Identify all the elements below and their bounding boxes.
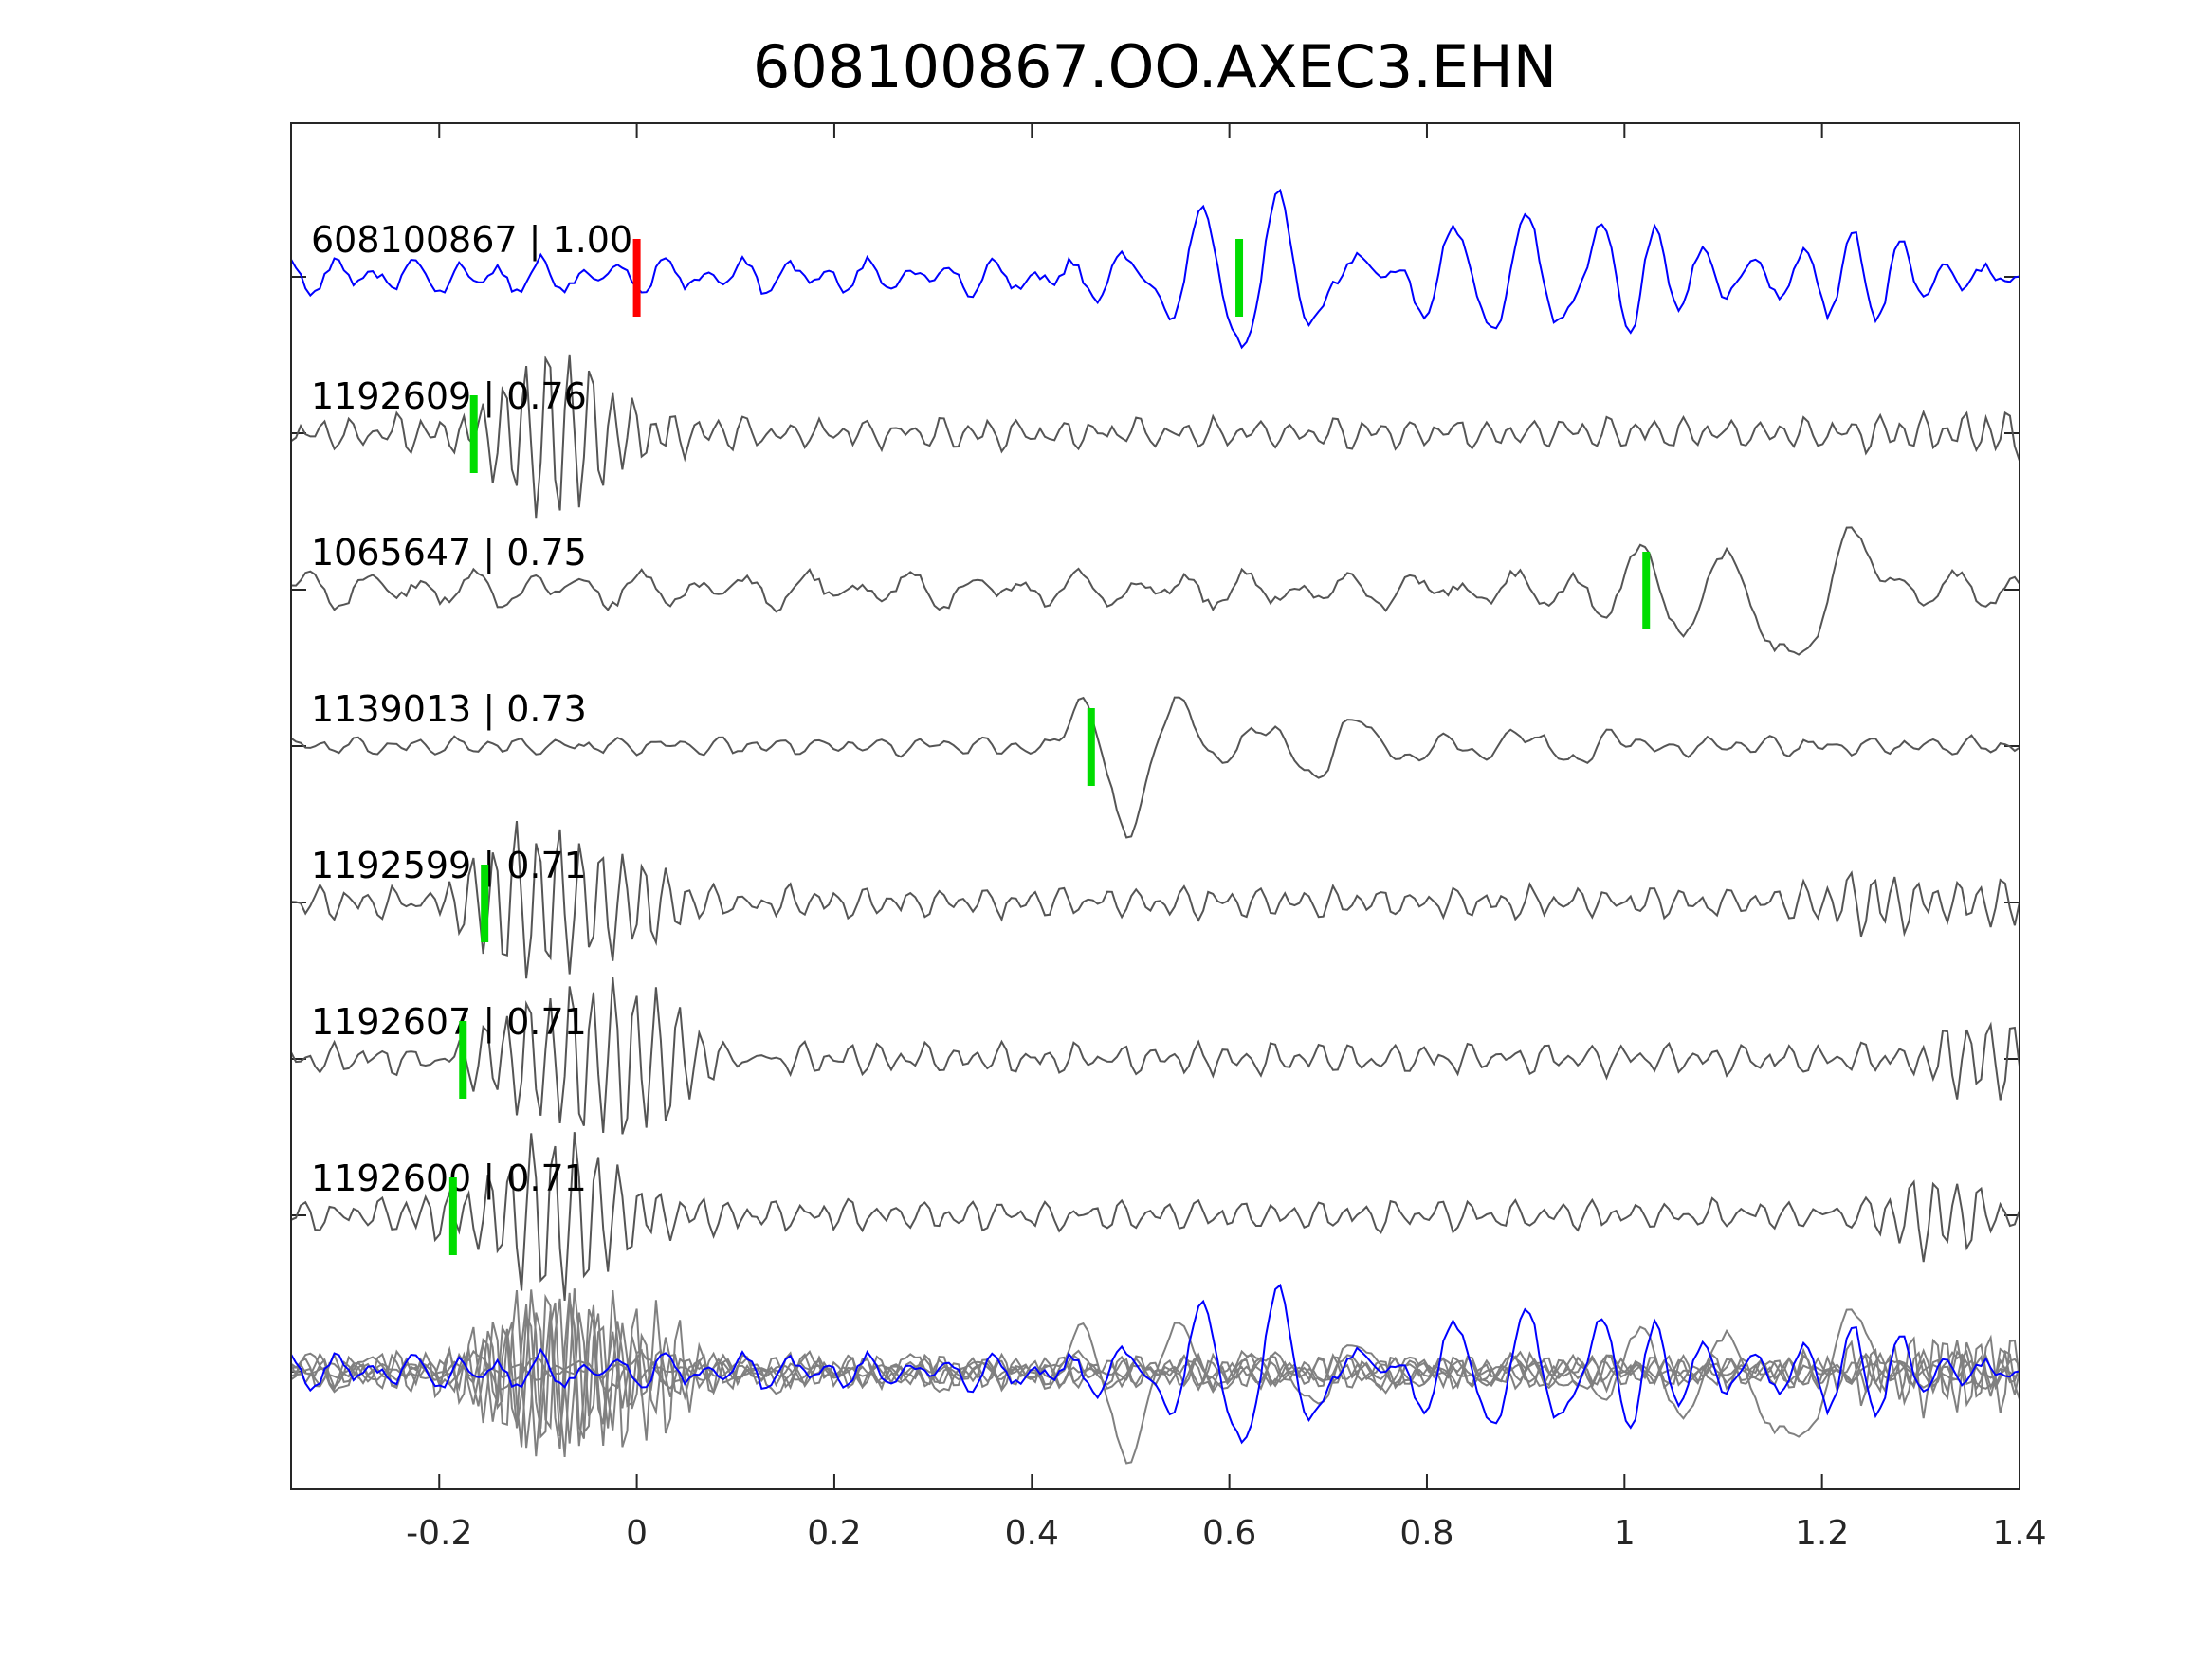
x-tick-label: 0.6 (1202, 1514, 1256, 1553)
x-tick-label: 0 (626, 1514, 648, 1553)
trace-label: 1192599 | 0.71 (311, 845, 587, 887)
stack-trace-608100867 (290, 1283, 2020, 1445)
trace-1139013 (290, 696, 2020, 839)
trace-1192609 (290, 354, 2020, 519)
trace-label: 1192609 | 0.76 (311, 375, 587, 418)
trace-label: 1192607 | 0.71 (311, 1001, 587, 1044)
x-tick-label: -0.2 (406, 1514, 472, 1553)
trace-608100867 (290, 188, 2020, 350)
x-tick-label: 0.2 (807, 1514, 861, 1553)
trace-label: 1192600 | 0.71 (311, 1158, 587, 1200)
x-tick-label: 1.2 (1795, 1514, 1849, 1553)
x-tick-label: 0.4 (1005, 1514, 1059, 1553)
x-tick-label: 0.8 (1399, 1514, 1453, 1553)
x-axis: -0.2 0 0.2 0.4 0.6 0.8 1 1.2 1.4 (406, 123, 2047, 1553)
trace-1065647 (290, 526, 2020, 656)
chart-title: 608100867.OO.AXEC3.EHN (753, 32, 1557, 101)
stack-trace-1192599 (290, 1289, 2020, 1449)
plot-frame (290, 122, 2020, 1490)
trace-1192607 (290, 977, 2020, 1135)
trace-label: 608100867 | 1.00 (311, 219, 632, 262)
stack-trace-1192600 (290, 1288, 2020, 1457)
trace-label: 1139013 | 0.73 (311, 688, 587, 731)
trace-1192600 (290, 1132, 2020, 1301)
trace-1192599 (290, 820, 2020, 979)
x-tick-label: 1 (1614, 1514, 1636, 1553)
trace-label: 1065647 | 0.75 (311, 532, 587, 574)
traces-group: 608100867 | 1.00 1192609 | 0.76 1065647 | … (290, 188, 2020, 1465)
x-tick-label: 1.4 (1992, 1514, 2046, 1553)
